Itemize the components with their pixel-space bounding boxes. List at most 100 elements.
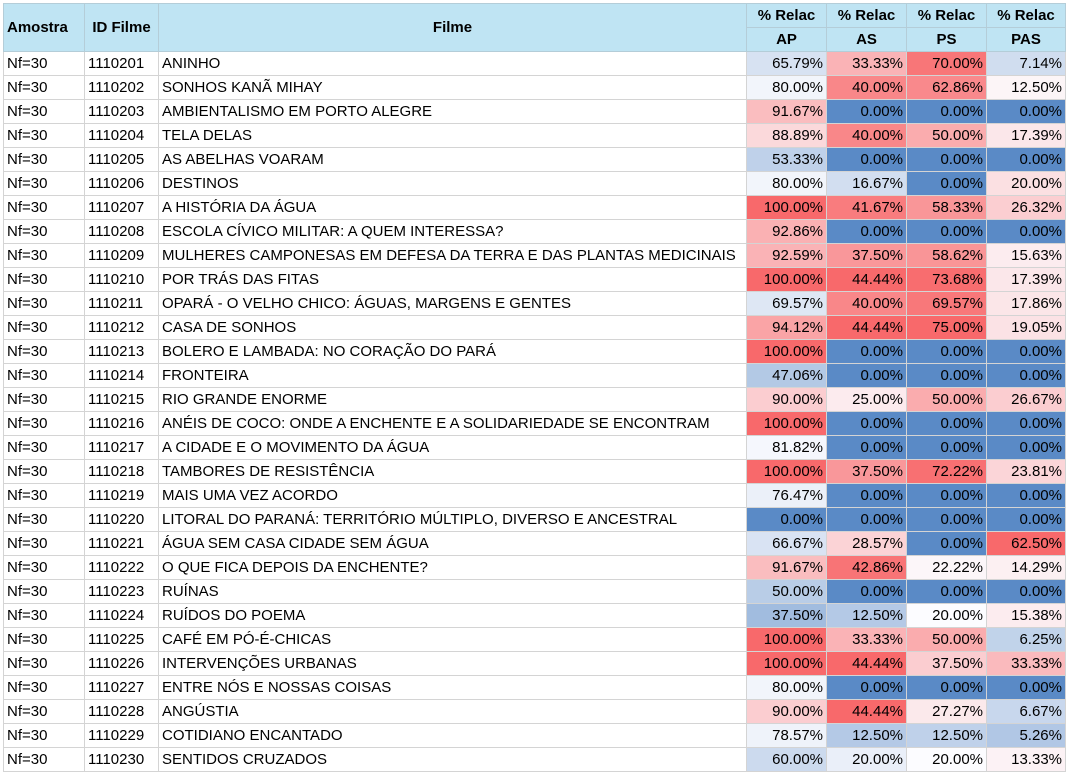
cell-pct-ps[interactable]: 0.00% [906,483,987,508]
column-header-ps[interactable]: PS [906,27,987,52]
cell-id-filme[interactable]: 1110217 [84,435,159,460]
cell-pct-as[interactable]: 0.00% [826,219,907,244]
cell-pct-ap[interactable]: 65.79% [746,51,827,76]
cell-pct-ps[interactable]: 0.00% [906,675,987,700]
cell-filme[interactable]: A HISTÓRIA DA ÁGUA [158,195,747,220]
cell-pct-as[interactable]: 0.00% [826,99,907,124]
cell-pct-ps[interactable]: 50.00% [906,387,987,412]
cell-pct-as[interactable]: 25.00% [826,387,907,412]
cell-id-filme[interactable]: 1110204 [84,123,159,148]
cell-pct-ap[interactable]: 100.00% [746,339,827,364]
cell-pct-ps[interactable]: 58.62% [906,243,987,268]
column-header-ap-line1[interactable]: % Relac [746,3,827,28]
cell-filme[interactable]: TELA DELAS [158,123,747,148]
cell-pct-pas[interactable]: 19.05% [986,315,1066,340]
cell-filme[interactable]: OPARÁ - O VELHO CHICO: ÁGUAS, MARGENS E … [158,291,747,316]
cell-pct-pas[interactable]: 17.39% [986,123,1066,148]
cell-pct-as[interactable]: 40.00% [826,291,907,316]
cell-amostra[interactable]: Nf=30 [3,195,85,220]
cell-pct-ps[interactable]: 12.50% [906,723,987,748]
column-header-as-line1[interactable]: % Relac [826,3,907,28]
cell-pct-ap[interactable]: 100.00% [746,411,827,436]
cell-filme[interactable]: ENTRE NÓS E NOSSAS COISAS [158,675,747,700]
cell-pct-pas[interactable]: 15.38% [986,603,1066,628]
cell-pct-ps[interactable]: 0.00% [906,531,987,556]
cell-id-filme[interactable]: 1110205 [84,147,159,172]
cell-filme[interactable]: DESTINOS [158,171,747,196]
cell-filme[interactable]: LITORAL DO PARANÁ: TERRITÓRIO MÚLTIPLO, … [158,507,747,532]
cell-pct-ap[interactable]: 50.00% [746,579,827,604]
cell-amostra[interactable]: Nf=30 [3,267,85,292]
cell-id-filme[interactable]: 1110203 [84,99,159,124]
cell-pct-ap[interactable]: 90.00% [746,387,827,412]
cell-amostra[interactable]: Nf=30 [3,75,85,100]
cell-pct-ps[interactable]: 0.00% [906,339,987,364]
cell-pct-pas[interactable]: 0.00% [986,99,1066,124]
cell-amostra[interactable]: Nf=30 [3,243,85,268]
cell-pct-ap[interactable]: 47.06% [746,363,827,388]
cell-id-filme[interactable]: 1110207 [84,195,159,220]
cell-amostra[interactable]: Nf=30 [3,675,85,700]
cell-pct-ap[interactable]: 94.12% [746,315,827,340]
cell-pct-ap[interactable]: 91.67% [746,555,827,580]
cell-id-filme[interactable]: 1110212 [84,315,159,340]
cell-filme[interactable]: RUÍNAS [158,579,747,604]
cell-amostra[interactable]: Nf=30 [3,531,85,556]
cell-pct-ps[interactable]: 0.00% [906,435,987,460]
cell-pct-ap[interactable]: 80.00% [746,171,827,196]
cell-pct-ap[interactable]: 92.86% [746,219,827,244]
cell-pct-ap[interactable]: 92.59% [746,243,827,268]
cell-pct-ps[interactable]: 20.00% [906,603,987,628]
cell-filme[interactable]: ESCOLA CÍVICO MILITAR: A QUEM INTERESSA? [158,219,747,244]
cell-pct-ap[interactable]: 100.00% [746,195,827,220]
cell-id-filme[interactable]: 1110213 [84,339,159,364]
cell-pct-pas[interactable]: 26.32% [986,195,1066,220]
cell-pct-pas[interactable]: 17.86% [986,291,1066,316]
cell-amostra[interactable]: Nf=30 [3,99,85,124]
cell-pct-ps[interactable]: 50.00% [906,627,987,652]
cell-pct-ap[interactable]: 78.57% [746,723,827,748]
cell-pct-ap[interactable]: 100.00% [746,627,827,652]
cell-pct-as[interactable]: 0.00% [826,147,907,172]
cell-pct-as[interactable]: 28.57% [826,531,907,556]
cell-id-filme[interactable]: 1110223 [84,579,159,604]
cell-pct-pas[interactable]: 0.00% [986,507,1066,532]
cell-id-filme[interactable]: 1110225 [84,627,159,652]
cell-pct-ap[interactable]: 37.50% [746,603,827,628]
cell-pct-pas[interactable]: 0.00% [986,579,1066,604]
cell-amostra[interactable]: Nf=30 [3,651,85,676]
cell-pct-as[interactable]: 42.86% [826,555,907,580]
cell-filme[interactable]: MAIS UMA VEZ ACORDO [158,483,747,508]
column-header-pas[interactable]: PAS [986,27,1066,52]
cell-filme[interactable]: AMBIENTALISMO EM PORTO ALEGRE [158,99,747,124]
cell-pct-ap[interactable]: 81.82% [746,435,827,460]
cell-pct-pas[interactable]: 0.00% [986,675,1066,700]
cell-id-filme[interactable]: 1110227 [84,675,159,700]
cell-pct-pas[interactable]: 5.26% [986,723,1066,748]
cell-pct-as[interactable]: 0.00% [826,411,907,436]
cell-pct-pas[interactable]: 15.63% [986,243,1066,268]
cell-filme[interactable]: ÁGUA SEM CASA CIDADE SEM ÁGUA [158,531,747,556]
cell-amostra[interactable]: Nf=30 [3,171,85,196]
cell-id-filme[interactable]: 1110208 [84,219,159,244]
cell-pct-ap[interactable]: 90.00% [746,699,827,724]
cell-pct-pas[interactable]: 0.00% [986,363,1066,388]
cell-pct-ap[interactable]: 100.00% [746,459,827,484]
cell-pct-ps[interactable]: 20.00% [906,747,987,772]
cell-pct-ps[interactable]: 0.00% [906,507,987,532]
cell-pct-ap[interactable]: 69.57% [746,291,827,316]
column-header-ap[interactable]: AP [746,27,827,52]
cell-pct-ps[interactable]: 0.00% [906,579,987,604]
cell-pct-as[interactable]: 0.00% [826,579,907,604]
cell-amostra[interactable]: Nf=30 [3,387,85,412]
cell-pct-ps[interactable]: 73.68% [906,267,987,292]
cell-pct-pas[interactable]: 0.00% [986,147,1066,172]
cell-filme[interactable]: BOLERO E LAMBADA: NO CORAÇÃO DO PARÁ [158,339,747,364]
cell-pct-pas[interactable]: 0.00% [986,435,1066,460]
cell-id-filme[interactable]: 1110218 [84,459,159,484]
cell-filme[interactable]: CASA DE SONHOS [158,315,747,340]
cell-amostra[interactable]: Nf=30 [3,699,85,724]
column-header-amostra[interactable]: Amostra [3,3,85,52]
cell-amostra[interactable]: Nf=30 [3,363,85,388]
cell-id-filme[interactable]: 1110201 [84,51,159,76]
